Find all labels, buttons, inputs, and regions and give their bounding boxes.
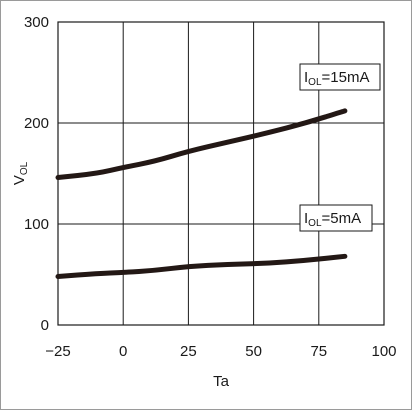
- series-line: [55, 108, 348, 181]
- series-line: [55, 253, 348, 280]
- series-label: IOL=15mA: [304, 69, 369, 88]
- series-label: IOL=5mA: [304, 210, 361, 229]
- series-annotations: IOL=15mA IOL=5mA: [299, 63, 381, 232]
- x-tick-label: 50: [245, 343, 262, 360]
- y-tick-labels: 0 100 200 300: [24, 14, 49, 334]
- x-tick-labels: −25 0 25 50 75 100: [45, 343, 396, 360]
- series-label-box: [299, 204, 373, 232]
- x-tick-label: 100: [371, 343, 396, 360]
- series-label-box: [299, 63, 381, 91]
- y-axis-label-main: V: [11, 175, 28, 185]
- x-axis-label: Ta: [213, 373, 230, 390]
- y-axis-label-sub: OL: [19, 161, 30, 175]
- y-tick-label: 300: [24, 14, 49, 31]
- x-tick-label: −25: [45, 343, 70, 360]
- plot-area: [57, 21, 385, 326]
- y-tick-label: 200: [24, 115, 49, 132]
- x-tick-label: 25: [180, 343, 197, 360]
- x-tick-label: 0: [119, 343, 127, 360]
- y-tick-label: 100: [24, 216, 49, 233]
- y-tick-label: 0: [41, 317, 49, 334]
- series-lines: [55, 108, 348, 280]
- y-axis-label: VOL: [11, 161, 30, 185]
- x-tick-label: 75: [310, 343, 327, 360]
